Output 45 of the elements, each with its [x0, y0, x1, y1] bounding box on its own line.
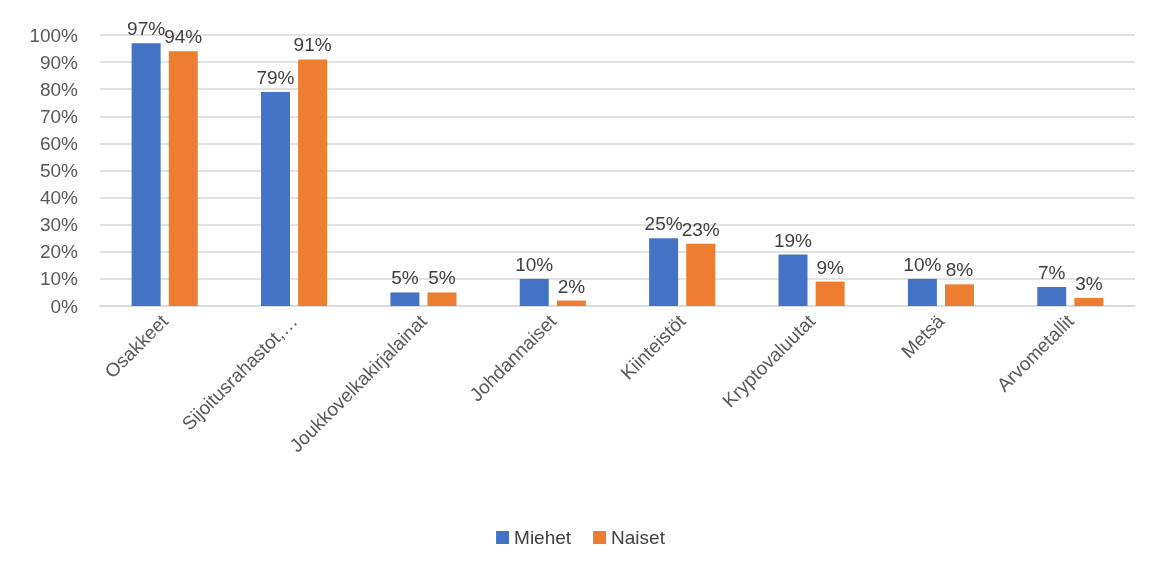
bar: [298, 59, 328, 306]
bar: [1037, 287, 1067, 306]
y-tick-label: 10%: [39, 268, 79, 290]
y-tick-label: 60%: [39, 132, 79, 154]
data-label: 3%: [1075, 272, 1103, 294]
bar: [907, 278, 937, 306]
bar: [168, 51, 198, 306]
bar: [519, 278, 549, 306]
bar: [131, 43, 161, 306]
legend-label: Miehet: [514, 527, 572, 548]
y-tick-label: 80%: [39, 78, 79, 100]
data-label: 5%: [428, 267, 456, 289]
data-label: 9%: [816, 256, 844, 278]
data-label: 2%: [557, 275, 586, 297]
data-label: 91%: [293, 34, 332, 56]
bar: [556, 300, 586, 306]
data-label: 5%: [391, 267, 419, 289]
data-label: 10%: [515, 253, 554, 275]
data-label: 79%: [256, 66, 295, 88]
data-label: 94%: [164, 26, 203, 48]
data-label: 10%: [903, 253, 942, 275]
y-tick-label: 30%: [39, 214, 79, 236]
y-tick-label: 90%: [39, 51, 79, 73]
y-tick-label: 40%: [39, 187, 79, 209]
legend-label: Naiset: [611, 527, 666, 548]
data-label: 19%: [773, 229, 813, 251]
bar: [649, 238, 679, 306]
bar: [945, 284, 974, 306]
y-tick-label: 0%: [50, 295, 79, 317]
data-label: 97%: [127, 18, 166, 40]
bar: [1074, 297, 1104, 306]
bar: [390, 292, 420, 306]
y-tick-label: 50%: [39, 160, 79, 181]
bar: [427, 292, 457, 306]
y-tick-label: 20%: [39, 241, 79, 263]
bar: [261, 91, 290, 306]
bar: [778, 254, 808, 306]
data-label: 23%: [681, 218, 720, 240]
bar: [815, 281, 845, 306]
data-label: 8%: [945, 259, 974, 281]
y-tick-label: 100%: [29, 24, 79, 46]
data-label: 7%: [1038, 262, 1066, 284]
bar: [686, 243, 716, 306]
y-tick-label: 70%: [39, 105, 79, 127]
data-label: 25%: [644, 213, 683, 235]
